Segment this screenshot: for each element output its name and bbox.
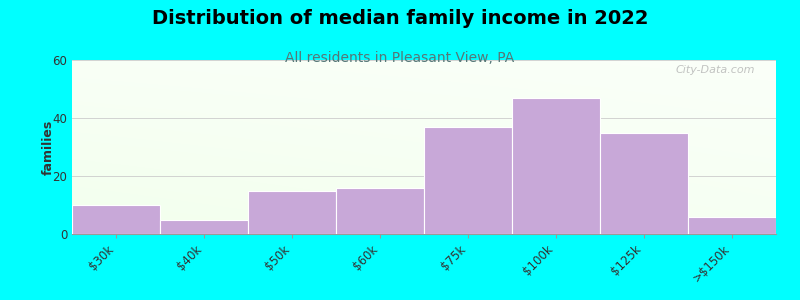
Bar [600, 133, 688, 234]
Bar [424, 127, 512, 234]
Bar [336, 188, 424, 234]
Bar [160, 220, 248, 234]
Bar [72, 205, 160, 234]
Bar [688, 217, 776, 234]
Y-axis label: families: families [42, 119, 54, 175]
Text: City-Data.com: City-Data.com [675, 65, 755, 75]
Text: All residents in Pleasant View, PA: All residents in Pleasant View, PA [286, 51, 514, 65]
Bar [248, 190, 336, 234]
Text: Distribution of median family income in 2022: Distribution of median family income in … [152, 9, 648, 28]
Bar [512, 98, 600, 234]
